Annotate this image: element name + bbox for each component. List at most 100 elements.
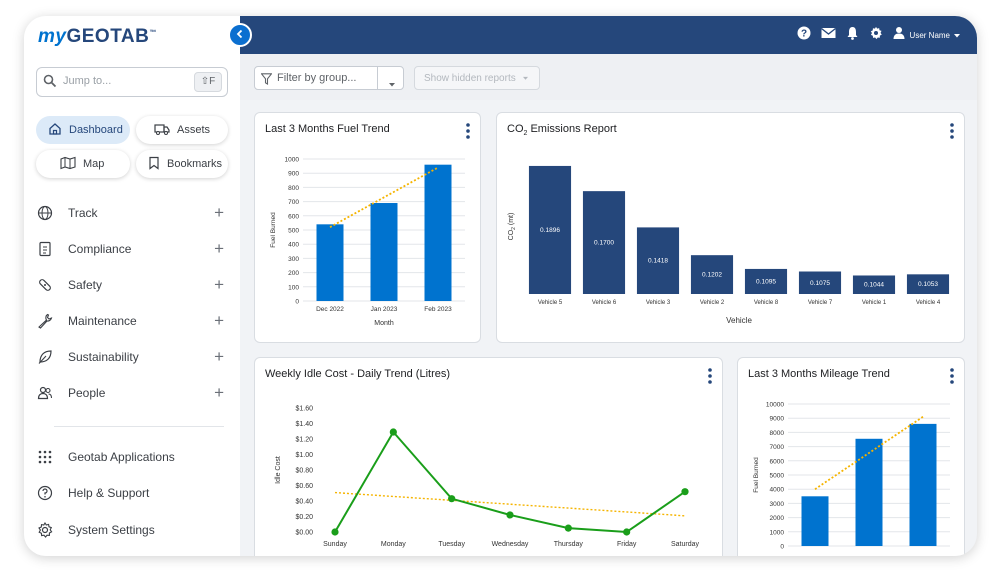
bar [906,274,950,294]
x-tick-label: Vehicle 8 [754,300,779,306]
x-tick-label: Tuesday [438,541,465,548]
y-tick-label: $0.20 [295,514,313,521]
bar [855,438,883,546]
settings-gear-icon[interactable] [869,26,883,45]
y-tick-label: 10000 [766,402,784,409]
expand-plus-icon[interactable]: + [214,239,224,258]
sidebar-item-label: Compliance [68,242,132,256]
sidebar-item-sustainability[interactable]: Sustainability + [36,346,232,368]
quicknav-bookmarks[interactable]: Bookmarks [136,150,228,178]
x-tick-label: Friday [617,541,637,548]
widget-title: Weekly Idle Cost - Daily Trend (Litres) [265,368,451,380]
x-tick-label: Vehicle 2 [700,300,725,306]
x-tick-label: Monday [381,541,406,548]
bar [528,165,572,294]
chevron-down-icon [522,73,529,84]
data-label: 0.1418 [648,258,668,265]
more-options-icon[interactable] [466,123,470,144]
group-filter-placeholder: Filter by group... [277,72,357,84]
collapse-sidebar-button[interactable] [228,23,252,47]
bandage-icon [36,276,54,294]
widget-co2-emissions: CO2 Emissions Report 0.1896 Vehicle 5 0.17… [496,112,965,343]
data-label: 0.1044 [864,282,884,289]
people-icon [36,384,54,402]
data-point [564,524,572,532]
x-tick-label: Dec 2022 [316,306,344,313]
y-tick-label: 900 [288,171,299,178]
expand-plus-icon[interactable]: + [214,275,224,294]
chevron-down-icon[interactable] [388,75,396,93]
bar [424,164,452,301]
data-label: 0.1202 [702,272,722,279]
chevron-left-icon [235,26,245,44]
y-tick-label: $0.60 [295,483,313,490]
sidebar-item-track[interactable]: Track + [36,202,232,224]
y-tick-label: 700 [288,199,299,206]
widget-fuel-trend: Last 3 Months Fuel Trend 1000 900 800 700 60… [254,112,481,343]
group-filter-select[interactable]: Filter by group... [254,66,404,90]
bell-icon[interactable] [846,26,859,45]
y-tick-label: $1.40 [295,421,313,428]
show-hidden-reports-label: Show hidden reports [424,72,516,84]
x-tick-label: Wednesday [492,541,529,548]
geotab-logo[interactable]: myGEOTAB™ [38,26,157,47]
funnel-icon [260,72,273,90]
sidebar-item-label: Help & Support [68,486,150,500]
quicknav-dashboard-label: Dashboard [69,124,123,136]
sidebar-item-compliance[interactable]: Compliance + [36,238,232,260]
y-tick-label: 1000 [770,529,785,536]
more-options-icon[interactable] [950,123,954,144]
y-tick-label: 6000 [770,458,785,465]
more-options-icon[interactable] [708,368,712,389]
x-tick-label: Thursday [554,541,584,548]
globe-icon [36,204,54,222]
sidebar-item-system-settings[interactable]: System Settings [36,519,232,541]
expand-plus-icon[interactable]: + [214,383,224,402]
y-tick-label: 4000 [770,487,785,494]
y-tick-label: $0.80 [295,468,313,475]
sidebar-item-help-support[interactable]: Help & Support [36,482,232,504]
widget-title: CO2 Emissions Report [507,123,617,138]
trend-line [334,491,686,517]
mail-icon[interactable] [820,26,836,44]
truck-icon [154,122,170,139]
quicknav-map-label: Map [83,158,105,170]
sidebar-item-people[interactable]: People + [36,382,232,404]
show-hidden-reports-button[interactable]: Show hidden reports [414,66,540,90]
user-name: User Name [909,30,950,40]
shortcut-hint: ⇧F [194,72,222,92]
x-axis-label: Vehicle [726,316,752,325]
quicknav-dashboard[interactable]: Dashboard [36,116,130,144]
bookmark-icon [148,156,160,173]
bar [636,227,680,294]
widget-idle-cost: Weekly Idle Cost - Daily Trend (Litres) … [254,357,723,556]
data-point [623,528,631,536]
filter-bar: Filter by group... Show hidden reports [240,54,977,100]
help-icon[interactable]: ? [797,26,811,45]
more-options-icon[interactable] [950,368,954,389]
expand-plus-icon[interactable]: + [214,311,224,330]
app-window: myGEOTAB™ Jump to... ⇧F Dashboard Assets… [24,16,977,556]
select-separator [377,67,378,89]
sidebar-item-safety[interactable]: Safety + [36,274,232,296]
x-tick-label: Sunday [323,541,347,548]
jump-to-placeholder: Jump to... [63,75,112,87]
quicknav-bookmarks-label: Bookmarks [167,158,223,170]
quicknav-assets[interactable]: Assets [136,116,228,144]
sidebar-item-maintenance[interactable]: Maintenance + [36,310,232,332]
sidebar-item-geotab-applications[interactable]: Geotab Applications [36,446,232,468]
user-avatar-icon [893,26,905,44]
y-tick-label: 800 [288,185,299,192]
quicknav-map[interactable]: Map [36,150,130,178]
bar [370,203,398,301]
bar [744,268,788,294]
user-menu[interactable]: User Name [893,26,961,44]
y-tick-label: $0.40 [295,499,313,506]
y-tick-label: 9000 [770,416,785,423]
x-axis-label: Month [374,320,394,327]
expand-plus-icon[interactable]: + [214,203,224,222]
y-tick-label: 600 [288,213,299,220]
mileage-chart: 1000090008000700060005000400030002000100… [753,402,950,551]
expand-plus-icon[interactable]: + [214,347,224,366]
jump-to-search[interactable]: Jump to... ⇧F [36,67,228,97]
